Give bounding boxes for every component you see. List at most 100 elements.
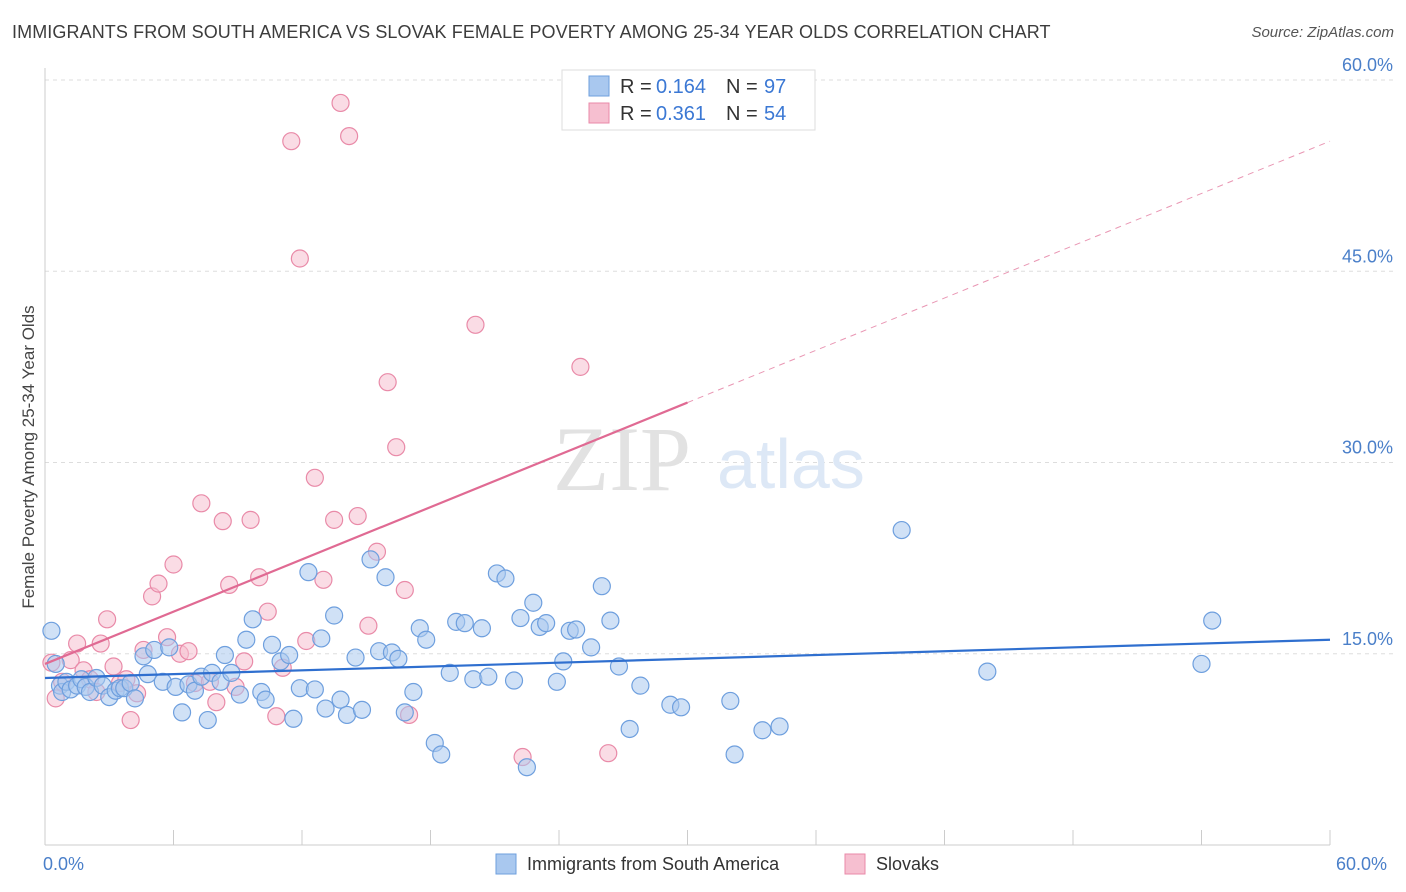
y-tick-label: 30.0% [1342, 438, 1393, 458]
immigrants-point [496, 569, 515, 588]
immigrants-point [262, 635, 282, 654]
slovaks-point [290, 249, 309, 268]
immigrants-point [464, 670, 483, 689]
immigrants-point [721, 691, 740, 711]
immigrants-point [361, 550, 380, 569]
trend-lines [44, 140, 1331, 680]
slovaks-point [241, 510, 260, 529]
slovaks-point [235, 652, 254, 671]
x-tick-label-max: 60.0% [1336, 854, 1387, 874]
slovaks-point [258, 602, 277, 621]
immigrants-point [243, 610, 262, 629]
slovaks-point [359, 616, 378, 635]
immigrants-point [395, 703, 414, 722]
immigrants-point [316, 699, 335, 718]
immigrants-point [620, 719, 639, 739]
bottom-legend-swatch-pink [844, 853, 866, 875]
immigrants-point [376, 568, 395, 587]
slovaks-point [378, 373, 397, 392]
slovaks-point [314, 570, 333, 589]
immigrants-point [567, 620, 586, 639]
slovaks-point [207, 693, 226, 712]
immigrants-point [160, 638, 179, 657]
immigrants-point [172, 703, 192, 722]
slovaks-point [98, 610, 117, 629]
immigrants-point [352, 700, 372, 719]
immigrants-point [725, 745, 744, 764]
immigrants-point [290, 679, 309, 698]
immigrants-point [537, 614, 556, 633]
y-tick-label: 15.0% [1342, 629, 1393, 649]
immigrants-point [331, 690, 350, 709]
legend-pink-r-label: R = [620, 103, 652, 125]
legend-pink-r-value: 0.361 [656, 103, 706, 125]
y-axis-label: Female Poverty Among 25-34 Year Olds [19, 305, 38, 608]
immigrants-point [547, 672, 566, 691]
slovaks-point [282, 132, 301, 151]
slovaks-point [599, 744, 618, 763]
slovaks-trend-extension [687, 140, 1331, 404]
legend-swatch-pink [588, 102, 610, 124]
immigrants-point [609, 657, 629, 676]
slovaks-trend-line [44, 401, 688, 665]
immigrants-point [121, 673, 140, 693]
immigrants-point [280, 645, 299, 665]
slovaks-point [325, 510, 344, 529]
source-label: Source: ZipAtlas.com [1251, 24, 1394, 41]
immigrants-point [517, 758, 536, 777]
immigrants-point [455, 614, 474, 633]
bottom-legend-swatch-blue [495, 853, 517, 875]
immigrants-point [230, 685, 249, 704]
immigrants-point [524, 593, 543, 612]
y-tick-label: 45.0% [1342, 246, 1393, 266]
slovaks-point [267, 707, 286, 726]
immigrants-point [671, 698, 691, 717]
slovaks-point [164, 555, 183, 574]
slovaks-point [149, 574, 168, 593]
slovaks-point [121, 710, 140, 730]
immigrants-point [404, 682, 423, 702]
immigrants-point [440, 663, 459, 682]
watermark-zip: ZIP [553, 408, 691, 510]
legend-blue-r-label: R = [620, 76, 652, 98]
immigrants-point [256, 690, 275, 709]
slovaks-point [192, 494, 211, 513]
legend-swatch-blue [588, 75, 610, 97]
watermark: ZIP atlas [553, 408, 865, 510]
immigrants-points [42, 520, 1222, 777]
immigrants-point [892, 520, 911, 540]
immigrants-point [472, 619, 491, 638]
grid-lines [45, 79, 1395, 655]
immigrants-point [237, 630, 256, 649]
slovaks-point [387, 438, 406, 457]
slovaks-points [42, 93, 618, 767]
chart-title: IMMIGRANTS FROM SOUTH AMERICA VS SLOVAK … [12, 22, 1051, 42]
immigrants-point [582, 638, 601, 657]
immigrants-point [305, 680, 324, 699]
immigrants-point [770, 717, 789, 736]
slovaks-point [213, 512, 232, 531]
immigrants-point [601, 611, 620, 630]
immigrants-trend-line [44, 638, 1331, 680]
immigrants-point [299, 563, 318, 582]
x-tick-labels: 0.0% 60.0% [43, 854, 1387, 874]
slovaks-point [571, 357, 590, 376]
slovaks-point [331, 93, 350, 113]
slovaks-point [179, 642, 198, 661]
immigrants-point [284, 709, 303, 728]
immigrants-point [198, 710, 217, 730]
slovaks-point [395, 580, 414, 600]
immigrants-point [592, 577, 611, 596]
legend: R = 0.164 N = 97 R = 0.361 N = 54 [561, 69, 816, 131]
immigrants-point [1203, 611, 1222, 630]
slovaks-point [305, 468, 324, 487]
slovaks-point [297, 631, 316, 651]
y-tick-labels: 15.0% 30.0% 45.0% 60.0% [1342, 55, 1393, 649]
immigrants-point [215, 645, 234, 665]
immigrants-point [346, 648, 365, 667]
immigrants-point [753, 721, 772, 740]
legend-blue-n-value: 97 [764, 76, 786, 98]
immigrants-point [145, 640, 164, 660]
immigrants-point [1192, 654, 1211, 674]
slovaks-point [104, 657, 123, 676]
